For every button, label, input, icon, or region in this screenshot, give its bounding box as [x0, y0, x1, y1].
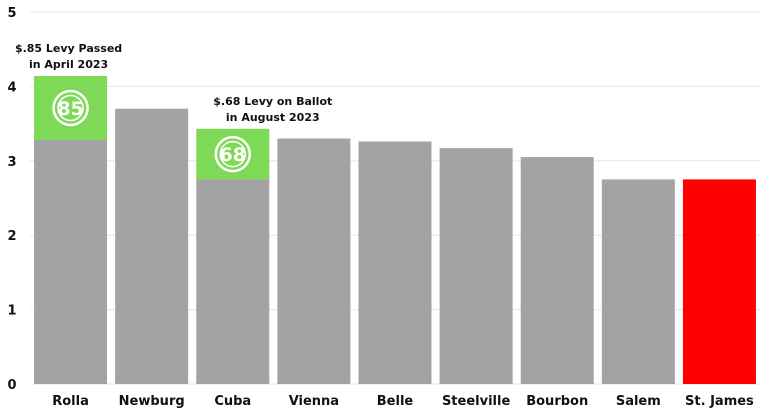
levy-badge-ring — [214, 135, 252, 173]
x-tick-label: Newburg — [119, 394, 185, 408]
x-tick-label: Rolla — [52, 394, 89, 408]
bar — [277, 138, 351, 384]
y-tick-label: 2 — [7, 229, 16, 244]
bar — [34, 139, 108, 384]
x-tick-label: Steelville — [442, 394, 511, 408]
bar — [358, 141, 432, 384]
x-tick-label: Salem — [616, 394, 661, 408]
levy-badge-inner-ring — [219, 140, 247, 168]
bar — [115, 108, 189, 384]
bar — [439, 148, 513, 384]
annotation-text: $.85 Levy Passed — [15, 42, 122, 55]
bar — [682, 179, 756, 384]
bar — [601, 179, 675, 384]
y-tick-label: 1 — [7, 304, 16, 319]
bar — [196, 179, 270, 384]
annotation-text: in April 2023 — [29, 58, 108, 71]
x-tick-label: Vienna — [289, 394, 339, 408]
x-tick-label: Cuba — [214, 394, 251, 408]
x-tick-label: St. James — [685, 394, 754, 408]
levy-badge-inner-ring — [57, 94, 84, 122]
annotation-text: in August 2023 — [226, 111, 320, 124]
levy-badge-label: 68 — [220, 144, 246, 166]
y-tick-label: 5 — [7, 6, 16, 21]
y-tick-label: 0 — [7, 378, 16, 393]
x-tick-label: Bourbon — [526, 394, 588, 408]
bar — [520, 157, 594, 384]
levy-increment-bar — [34, 75, 108, 140]
levy-badge-ring — [52, 89, 89, 127]
annotation-text: $.68 Levy on Ballot — [213, 95, 332, 108]
y-tick-label: 3 — [7, 155, 16, 170]
x-tick-label: Belle — [377, 394, 414, 408]
levy-badge-label: 85 — [57, 98, 83, 120]
y-tick-label: 4 — [7, 80, 16, 95]
